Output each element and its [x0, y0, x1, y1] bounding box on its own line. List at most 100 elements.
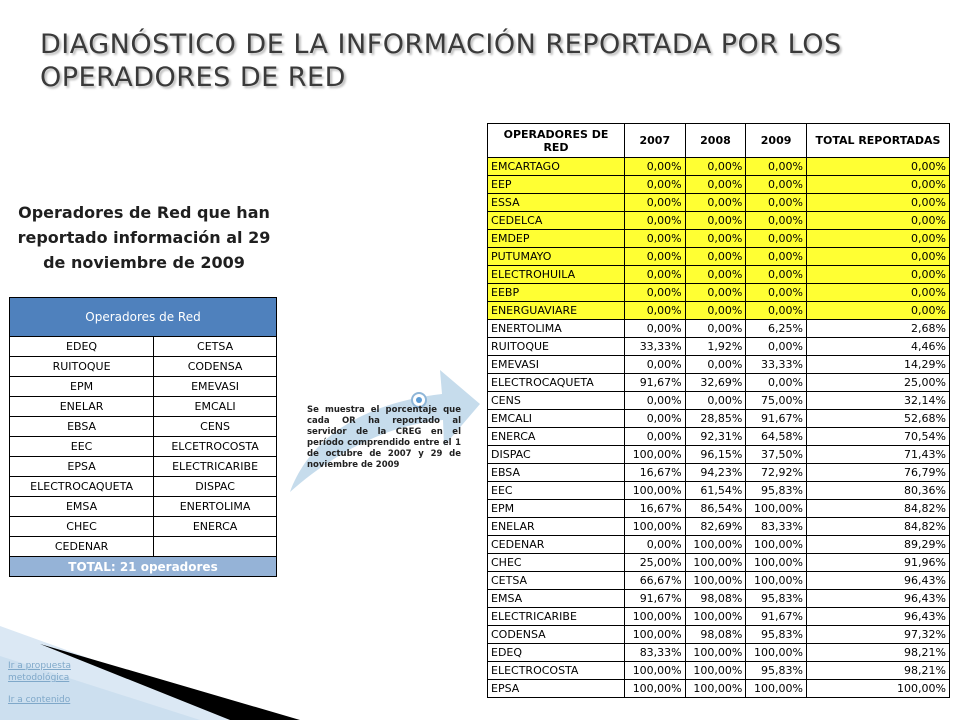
left-table-row: CHEC ENERCA	[8, 516, 277, 537]
left-table-row: EEC ELCETROCOSTA	[8, 436, 277, 457]
percentage-cell: 100,00%	[624, 607, 686, 626]
percentage-cell: 98,08%	[684, 625, 747, 644]
percentage-cell: 0,00%	[624, 247, 686, 266]
left-table-cell: CODENSA	[153, 356, 277, 377]
percentage-cell: 96,43%	[805, 607, 951, 626]
percentage-cell: 25,00%	[805, 373, 951, 392]
left-table-row: EPM EMEVASI	[8, 376, 277, 397]
operator-name-cell: EBSA	[487, 463, 625, 482]
percentage-cell: 0,00%	[745, 229, 807, 248]
left-table-cell: CETSA	[153, 336, 277, 357]
operator-name-cell: EMCALI	[487, 409, 625, 428]
right-table-row: CENS 0,00% 0,00% 75,00% 32,14%	[487, 391, 951, 410]
percentage-cell: 100,00%	[684, 607, 747, 626]
percentage-cell: 4,46%	[805, 337, 951, 356]
percentage-cell: 6,25%	[745, 319, 807, 338]
decorative-swoosh	[0, 626, 300, 720]
slide-title: DIAGNÓSTICO DE LA INFORMACIÓN REPORTADA …	[40, 29, 842, 93]
percentage-cell: 100,00%	[684, 553, 747, 572]
link-contenido[interactable]: Ir a contenido	[8, 695, 71, 705]
right-table-row: CEDENAR 0,00% 100,00% 100,00% 89,29%	[487, 535, 951, 554]
right-table-row: ELECTRICARIBE 100,00% 100,00% 91,67% 96,43%	[487, 607, 951, 626]
left-table-cell: EPM	[8, 376, 155, 397]
percentage-cell: 75,00%	[745, 391, 807, 410]
percentage-cell: 0,00%	[805, 265, 951, 284]
percentage-cell: 0,00%	[805, 247, 951, 266]
right-table-row: EPM 16,67% 86,54% 100,00% 84,82%	[487, 499, 951, 518]
percentage-cell: 28,85%	[684, 409, 747, 428]
right-table-row: CODENSA 100,00% 98,08% 95,83% 97,32%	[487, 625, 951, 644]
percentage-cell: 96,43%	[805, 571, 951, 590]
operator-name-cell: EMCARTAGO	[487, 157, 625, 176]
left-table-cell: ELCETROCOSTA	[153, 436, 277, 457]
percentage-cell: 100,00%	[684, 535, 747, 554]
operator-name-cell: EMDEP	[487, 229, 625, 248]
operator-name-cell: EDEQ	[487, 643, 625, 662]
percentage-cell: 98,21%	[805, 661, 951, 680]
percentage-cell: 100,00%	[745, 553, 807, 572]
percentage-cell: 95,83%	[745, 589, 807, 608]
right-table-header-row: OPERADORES DE RED 2007 2008 2009 TOTAL REPOR…	[487, 123, 951, 158]
right-table-row: PUTUMAYO 0,00% 0,00% 0,00% 0,00%	[487, 247, 951, 266]
percentage-cell: 71,43%	[805, 445, 951, 464]
percentage-cell: 0,00%	[624, 265, 686, 284]
percentage-cell: 98,21%	[805, 643, 951, 662]
left-table-cell	[153, 536, 277, 557]
left-table-cell: ELECTRICARIBE	[153, 456, 277, 477]
percentage-cell: 94,23%	[684, 463, 747, 482]
percentage-cell: 0,00%	[745, 247, 807, 266]
left-table-cell: CHEC	[8, 516, 155, 537]
percentage-cell: 0,00%	[684, 319, 747, 338]
operator-name-cell: ESSA	[487, 193, 625, 212]
left-table-total: TOTAL: 21 operadores	[9, 556, 277, 577]
percentage-cell: 16,67%	[624, 463, 686, 482]
operator-name-cell: ENERGUAVIARE	[487, 301, 625, 320]
percentage-cell: 96,43%	[805, 589, 951, 608]
percentage-cell: 100,00%	[745, 571, 807, 590]
percentage-cell: 0,00%	[805, 157, 951, 176]
percentage-cell: 100,00%	[624, 517, 686, 536]
percentage-cell: 0,00%	[624, 283, 686, 302]
link-propuesta-metodologica[interactable]: Ir a propuesta metodológica	[8, 661, 71, 683]
percentage-cell: 0,00%	[624, 211, 686, 230]
left-table-row: CEDENAR	[8, 536, 277, 557]
left-table-cell: EMSA	[8, 496, 155, 517]
right-table-row: EEBP 0,00% 0,00% 0,00% 0,00%	[487, 283, 951, 302]
right-table-row: EMEVASI 0,00% 0,00% 33,33% 14,29%	[487, 355, 951, 374]
percentage-cell: 0,00%	[624, 391, 686, 410]
percentage-cell: 82,69%	[684, 517, 747, 536]
right-table-row: ENERTOLIMA 0,00% 0,00% 6,25% 2,68%	[487, 319, 951, 338]
percentage-cell: 0,00%	[624, 409, 686, 428]
percentage-cell: 100,00%	[684, 661, 747, 680]
right-table-row: EEP 0,00% 0,00% 0,00% 0,00%	[487, 175, 951, 194]
operator-name-cell: PUTUMAYO	[487, 247, 625, 266]
percentage-cell: 14,29%	[805, 355, 951, 374]
percentage-cell: 84,82%	[805, 499, 951, 518]
right-table-row: ENERCA 0,00% 92,31% 64,58% 70,54%	[487, 427, 951, 446]
percentage-cell: 0,00%	[745, 283, 807, 302]
percentage-cell: 100,00%	[684, 571, 747, 590]
navigation-links: Ir a propuesta metodológica Ir a conteni…	[8, 660, 80, 706]
percentage-cell: 52,68%	[805, 409, 951, 428]
percentage-cell: 100,00%	[684, 679, 747, 698]
operator-name-cell: EEP	[487, 175, 625, 194]
percentage-cell: 0,00%	[805, 283, 951, 302]
percentage-cell: 37,50%	[745, 445, 807, 464]
percentage-cell: 0,00%	[684, 175, 747, 194]
operator-name-cell: CHEC	[487, 553, 625, 572]
percentage-cell: 100,00%	[624, 481, 686, 500]
percentage-cell: 91,67%	[745, 607, 807, 626]
right-table-row: ESSA 0,00% 0,00% 0,00% 0,00%	[487, 193, 951, 212]
left-table-cell: EBSA	[8, 416, 155, 437]
percentage-cell: 32,69%	[684, 373, 747, 392]
left-table-row: EPSA ELECTRICARIBE	[8, 456, 277, 477]
percentage-cell: 0,00%	[805, 301, 951, 320]
left-table-cell: EMCALI	[153, 396, 277, 417]
curved-arrow-icon	[290, 370, 480, 492]
percentage-cell: 100,00%	[684, 643, 747, 662]
percentage-cell: 0,00%	[684, 301, 747, 320]
percentage-cell: 100,00%	[745, 535, 807, 554]
percentage-cell: 97,32%	[805, 625, 951, 644]
operator-name-cell: CENS	[487, 391, 625, 410]
percentage-cell: 0,00%	[805, 175, 951, 194]
